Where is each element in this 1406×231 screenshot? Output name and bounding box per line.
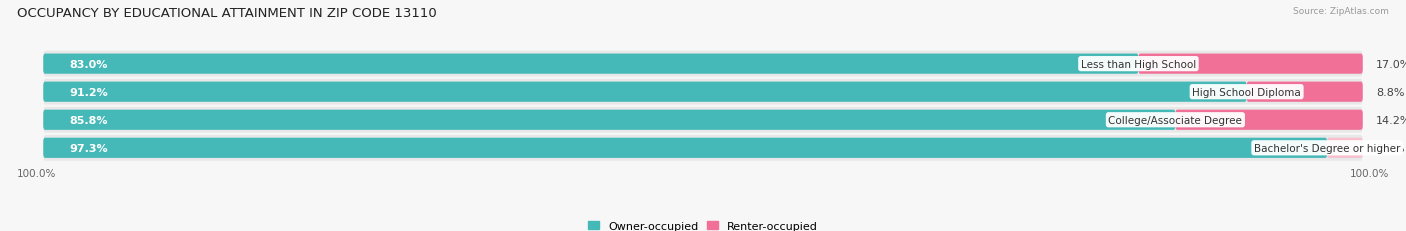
Text: Bachelor's Degree or higher: Bachelor's Degree or higher	[1254, 143, 1400, 153]
Text: 100.0%: 100.0%	[1350, 168, 1389, 178]
Text: 8.8%: 8.8%	[1376, 87, 1405, 97]
Text: 17.0%: 17.0%	[1376, 59, 1406, 69]
FancyBboxPatch shape	[1139, 54, 1362, 74]
FancyBboxPatch shape	[44, 110, 1175, 130]
FancyBboxPatch shape	[44, 107, 1362, 133]
FancyBboxPatch shape	[44, 138, 1327, 158]
Text: 85.8%: 85.8%	[70, 115, 108, 125]
Text: College/Associate Degree: College/Associate Degree	[1108, 115, 1243, 125]
Text: 83.0%: 83.0%	[70, 59, 108, 69]
Text: Source: ZipAtlas.com: Source: ZipAtlas.com	[1294, 7, 1389, 16]
Text: 2.7%: 2.7%	[1376, 143, 1405, 153]
FancyBboxPatch shape	[1247, 82, 1362, 102]
Text: 100.0%: 100.0%	[17, 168, 56, 178]
FancyBboxPatch shape	[1327, 138, 1362, 158]
FancyBboxPatch shape	[44, 54, 1139, 74]
Legend: Owner-occupied, Renter-occupied: Owner-occupied, Renter-occupied	[583, 216, 823, 231]
FancyBboxPatch shape	[1175, 110, 1362, 130]
Text: 14.2%: 14.2%	[1376, 115, 1406, 125]
Text: 91.2%: 91.2%	[70, 87, 108, 97]
FancyBboxPatch shape	[44, 135, 1362, 161]
Text: OCCUPANCY BY EDUCATIONAL ATTAINMENT IN ZIP CODE 13110: OCCUPANCY BY EDUCATIONAL ATTAINMENT IN Z…	[17, 7, 437, 20]
Text: Less than High School: Less than High School	[1081, 59, 1197, 69]
Text: High School Diploma: High School Diploma	[1192, 87, 1301, 97]
Text: 97.3%: 97.3%	[70, 143, 108, 153]
FancyBboxPatch shape	[44, 52, 1362, 77]
FancyBboxPatch shape	[44, 82, 1247, 102]
FancyBboxPatch shape	[44, 79, 1362, 105]
